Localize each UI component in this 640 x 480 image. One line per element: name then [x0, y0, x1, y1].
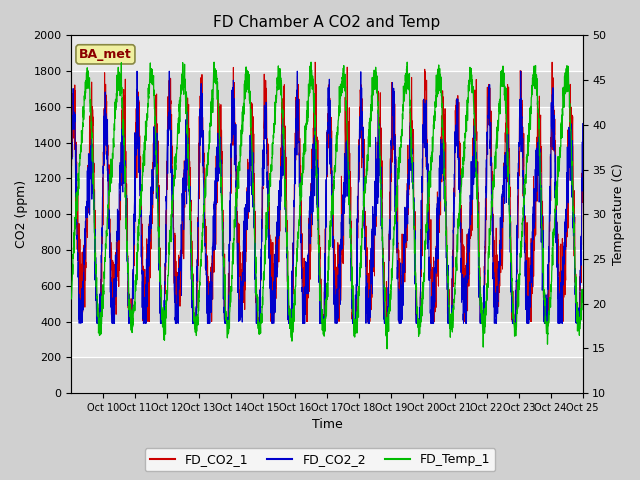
Text: BA_met: BA_met: [79, 48, 132, 61]
Bar: [72, 250, 582, 286]
Title: FD Chamber A CO2 and Temp: FD Chamber A CO2 and Temp: [213, 15, 440, 30]
Y-axis label: Temperature (C): Temperature (C): [612, 163, 625, 265]
Bar: [72, 143, 582, 179]
Bar: [72, 286, 582, 322]
X-axis label: Time: Time: [312, 419, 342, 432]
Bar: [72, 322, 582, 357]
Y-axis label: CO2 (ppm): CO2 (ppm): [15, 180, 28, 248]
Bar: [72, 214, 582, 250]
Bar: [72, 107, 582, 143]
Bar: [72, 71, 582, 107]
Bar: [72, 179, 582, 214]
Bar: [72, 357, 582, 393]
Bar: [72, 36, 582, 71]
Legend: FD_CO2_1, FD_CO2_2, FD_Temp_1: FD_CO2_1, FD_CO2_2, FD_Temp_1: [145, 448, 495, 471]
